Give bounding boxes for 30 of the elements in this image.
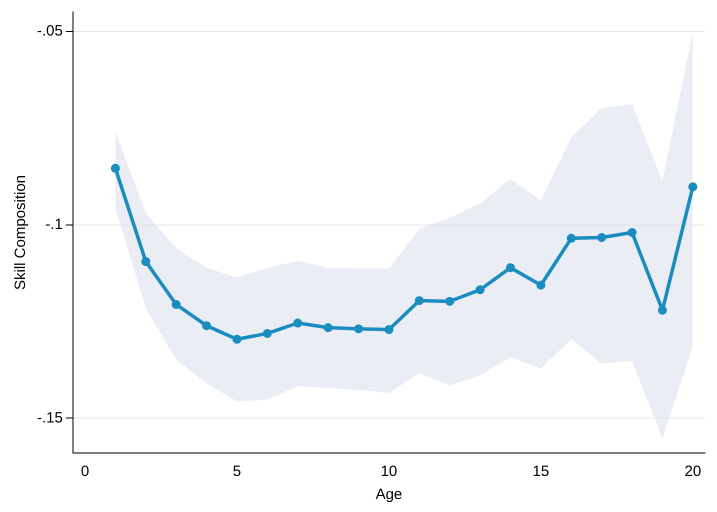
x-tick-label: 20 [684,463,702,480]
y-tick-label: -.05 [36,22,63,40]
point [202,321,212,330]
point [110,164,120,173]
point [536,280,546,290]
point [172,300,181,309]
point [262,328,272,338]
point [445,296,454,306]
point [476,285,485,294]
y-axis-title: Skill Composition [12,174,30,290]
point [688,182,698,192]
y-tick-label: -.15 [36,409,63,426]
x-axis-title: Age [376,486,402,504]
x-tick-label: 0 [80,463,90,480]
point [232,334,242,344]
point [141,257,150,266]
y-tick-label: -.1 [45,216,63,233]
x-tick-label: 5 [232,463,242,480]
point [658,306,667,315]
point [597,233,606,242]
point [566,234,576,243]
x-tick-label: 10 [380,463,398,480]
point [506,263,515,272]
point [414,296,424,306]
point [354,324,364,334]
point [628,228,637,237]
x-tick-label: 15 [532,463,550,480]
point [293,318,302,328]
point [384,325,394,334]
point [324,323,333,332]
